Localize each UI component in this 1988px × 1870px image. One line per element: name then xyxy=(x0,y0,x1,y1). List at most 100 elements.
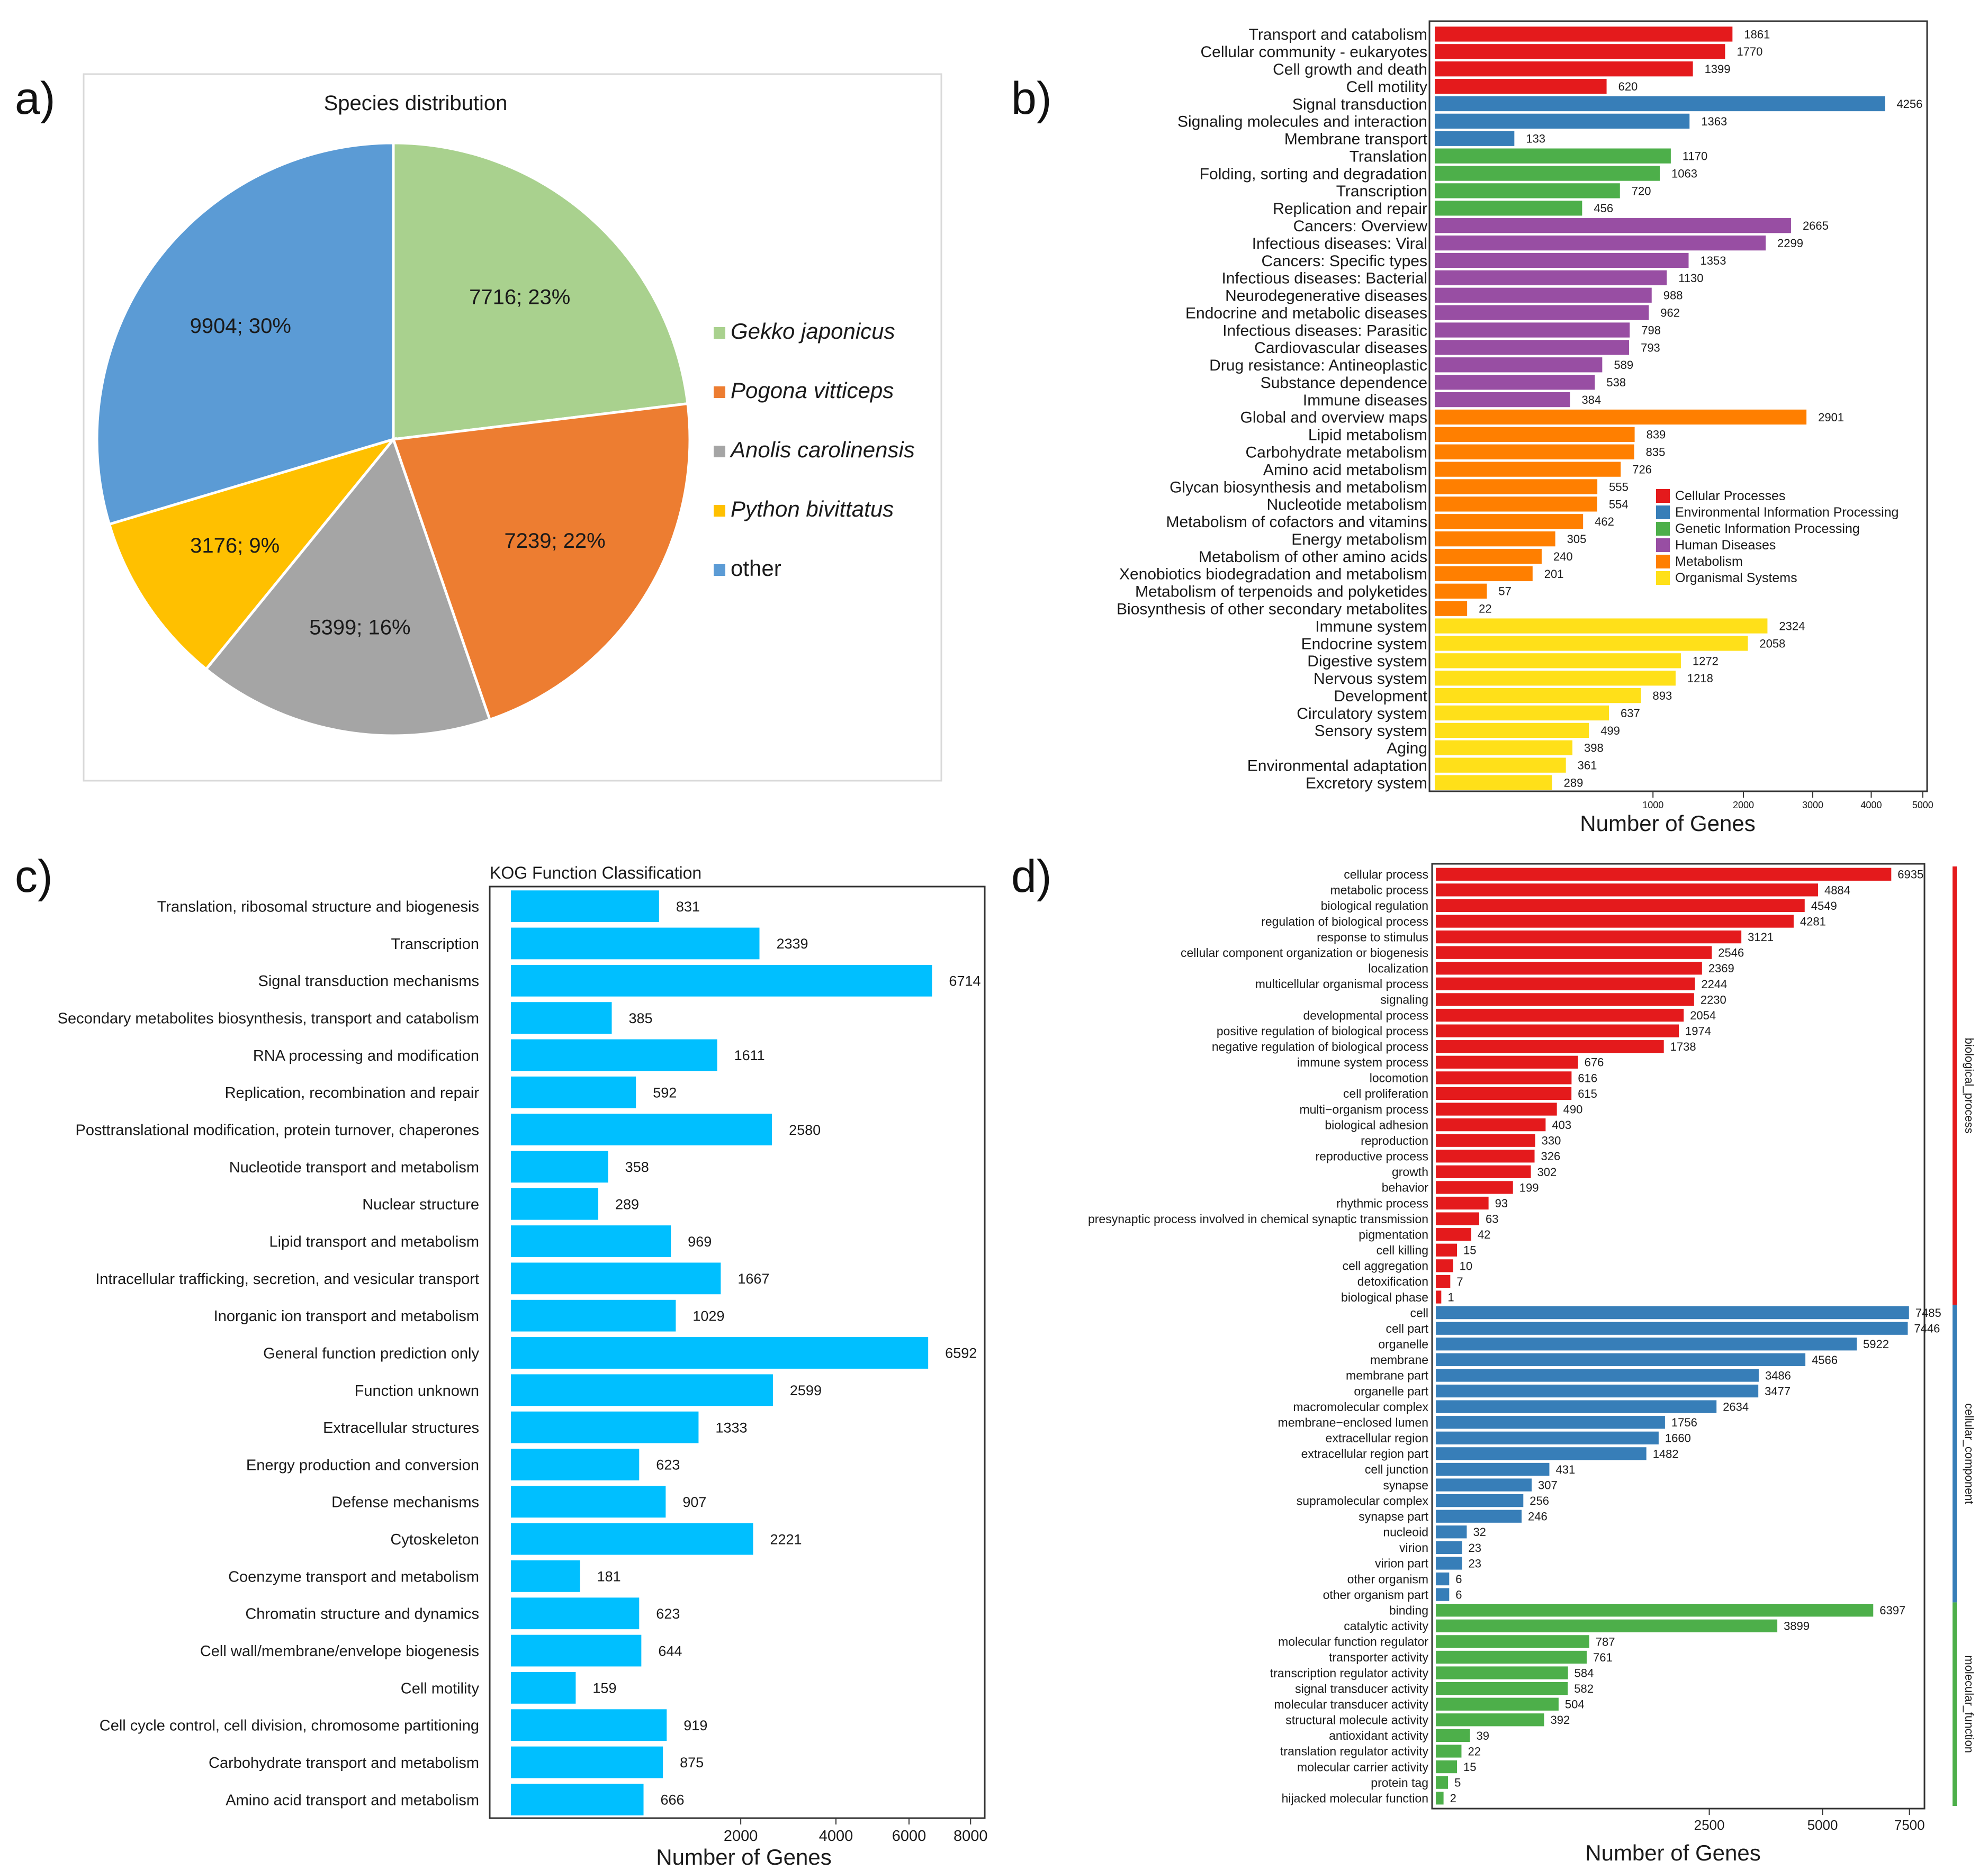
category-label: Carbohydrate transport and metabolism xyxy=(209,1755,479,1772)
legend-swatch xyxy=(714,446,725,457)
bar xyxy=(1436,1384,1759,1398)
value-label: 637 xyxy=(1621,707,1640,720)
value-label: 15 xyxy=(1463,1244,1476,1257)
bar xyxy=(1436,962,1702,975)
bar xyxy=(1436,1040,1664,1053)
x-tick-label: 6000 xyxy=(892,1828,926,1845)
category-label: synapse xyxy=(1383,1478,1428,1492)
value-label: 3486 xyxy=(1765,1369,1791,1382)
value-label: 358 xyxy=(625,1159,649,1175)
value-label: 10 xyxy=(1460,1259,1472,1272)
legend-label: other xyxy=(731,556,781,581)
value-label: 720 xyxy=(1632,184,1651,197)
bar xyxy=(1435,392,1570,408)
value-label: 1738 xyxy=(1670,1040,1696,1053)
legend-swatch xyxy=(714,386,725,398)
value-label: 798 xyxy=(1641,323,1661,337)
value-label: 1667 xyxy=(737,1271,769,1287)
value-label: 23 xyxy=(1469,1557,1481,1570)
category-label: RNA processing and modification xyxy=(253,1047,479,1064)
value-label: 620 xyxy=(1618,80,1638,93)
category-label: locomotion xyxy=(1370,1071,1428,1085)
value-label: 2230 xyxy=(1701,993,1726,1006)
bar xyxy=(1436,1322,1908,1335)
category-label: Amino acid metabolism xyxy=(1263,461,1427,478)
panel-label-a: a) xyxy=(15,73,55,124)
category-label: signaling xyxy=(1380,993,1428,1007)
category-label: Glycan biosynthesis and metabolism xyxy=(1170,478,1427,496)
value-label: 988 xyxy=(1663,289,1683,302)
pie-slice-anolis-carolinensis xyxy=(204,436,492,737)
category-label: rhythmic process xyxy=(1336,1196,1428,1210)
value-label: 462 xyxy=(1595,515,1614,528)
bar xyxy=(511,1337,929,1369)
bar xyxy=(1435,287,1652,303)
bar xyxy=(1436,1275,1451,1288)
bar xyxy=(1436,1134,1535,1147)
category-label: Signal transduction mechanisms xyxy=(258,973,479,990)
x-tick-label: 1000 xyxy=(1642,800,1663,810)
value-label: 1482 xyxy=(1653,1447,1679,1460)
category-label: Amino acid transport and metabolism xyxy=(226,1792,479,1809)
bar xyxy=(511,1151,608,1183)
bar xyxy=(511,1634,642,1667)
category-label: other organism part xyxy=(1323,1588,1429,1602)
value-label: 499 xyxy=(1600,724,1620,737)
bar xyxy=(1435,96,1885,112)
value-label: 623 xyxy=(656,1457,680,1473)
category-label: Transport and catabolism xyxy=(1249,26,1427,43)
value-label: 555 xyxy=(1609,480,1629,493)
category-label: molecular function regulator xyxy=(1278,1635,1428,1649)
bar xyxy=(1436,1290,1442,1304)
bar xyxy=(1436,1338,1857,1351)
value-label: 584 xyxy=(1575,1666,1594,1679)
category-label: developmental process xyxy=(1303,1008,1428,1022)
bar xyxy=(1436,977,1695,991)
value-label: 2324 xyxy=(1779,619,1805,633)
value-label: 361 xyxy=(1578,759,1597,772)
bar xyxy=(1435,688,1641,703)
category-label: Xenobiotics biodegradation and metabolis… xyxy=(1119,566,1427,583)
value-label: 1170 xyxy=(1683,150,1707,163)
bar xyxy=(1435,78,1607,94)
bar xyxy=(1436,1478,1532,1492)
bar xyxy=(1436,899,1805,913)
category-label: virion part xyxy=(1375,1557,1429,1570)
category-label: cell killing xyxy=(1377,1243,1428,1257)
bar xyxy=(511,1114,772,1145)
value-label: 1399 xyxy=(1705,62,1731,76)
category-label: Excretory system xyxy=(1306,774,1427,792)
category-label: Chromatin structure and dynamics xyxy=(245,1606,479,1623)
category-label: virion xyxy=(1399,1541,1428,1555)
pie-title: Species distribution xyxy=(324,92,508,115)
category-label: Nervous system xyxy=(1314,670,1427,688)
bar xyxy=(1436,1525,1467,1539)
bar xyxy=(1436,1087,1572,1100)
value-label: 1660 xyxy=(1665,1432,1691,1445)
category-label: General function prediction only xyxy=(263,1345,479,1362)
plot-frame xyxy=(1428,20,1928,792)
category-label: growth xyxy=(1392,1165,1428,1179)
category-label: Cancers: Overview xyxy=(1293,218,1428,235)
bar xyxy=(1435,671,1676,686)
value-label: 330 xyxy=(1542,1134,1561,1148)
legend-label: Environmental Information Processing xyxy=(1675,505,1899,520)
value-label: 1130 xyxy=(1678,272,1703,285)
bar xyxy=(1436,1792,1444,1805)
bar xyxy=(1436,1682,1568,1695)
category-label: membrane−enclosed lumen xyxy=(1278,1415,1428,1429)
category-label: Sensory system xyxy=(1315,722,1427,740)
bar xyxy=(1435,479,1598,494)
category-label: detoxification xyxy=(1357,1275,1428,1288)
value-label: 504 xyxy=(1565,1698,1585,1711)
category-label: Replication, recombination and repair xyxy=(225,1085,480,1101)
pie-slice-python-bivittatus xyxy=(107,437,398,671)
value-label: 23 xyxy=(1469,1541,1481,1555)
value-label: 159 xyxy=(592,1681,616,1696)
category-label: Metabolism of cofactors and vitamins xyxy=(1166,513,1427,531)
category-label: pigmentation xyxy=(1359,1227,1428,1241)
category-label: Circulatory system xyxy=(1297,705,1427,722)
category-label: cell aggregation xyxy=(1343,1259,1428,1273)
category-label: Digestive system xyxy=(1307,653,1427,670)
category-label: molecular carrier activity xyxy=(1297,1760,1428,1774)
